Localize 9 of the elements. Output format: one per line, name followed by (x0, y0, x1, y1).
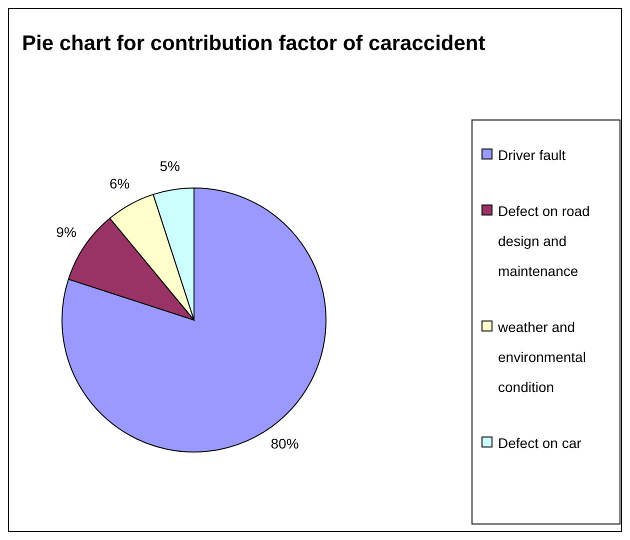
data-label: 80% (270, 436, 299, 452)
data-label: 9% (56, 224, 76, 240)
data-label: 5% (160, 158, 180, 174)
data-label: 6% (109, 175, 130, 192)
legend-label: Defect on road design and maintenance (498, 203, 590, 279)
legend-label: weather and environmental condition (497, 319, 586, 395)
legend-label: Defect on car (498, 435, 582, 451)
legend-label: Driver fault (498, 147, 566, 163)
chart-title: Pie chart for contribution factor of caraccident (22, 32, 486, 55)
